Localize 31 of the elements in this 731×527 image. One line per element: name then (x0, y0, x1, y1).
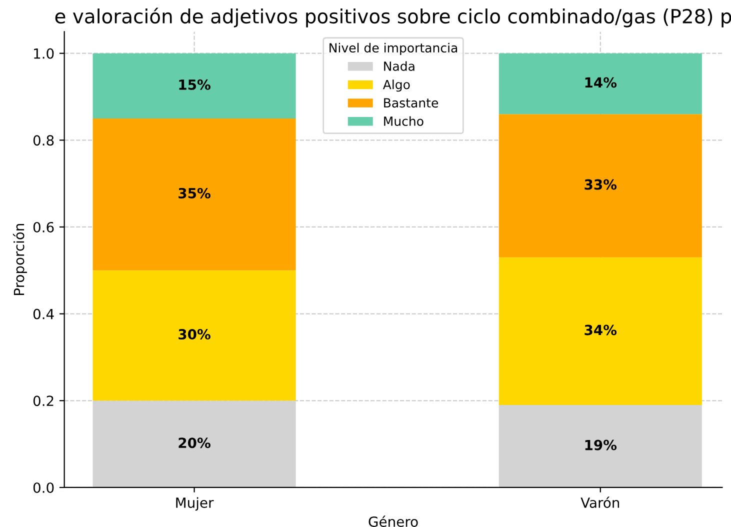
data-label: 35% (178, 188, 210, 198)
bar (92, 118, 296, 270)
x-tick-label: Mujer (176, 497, 214, 511)
x-axis-title: Género (368, 516, 418, 527)
y-tick-label: 0.4 (33, 308, 54, 320)
bar (498, 257, 702, 405)
bar (498, 404, 702, 488)
y-tick-label: 0.6 (33, 222, 54, 232)
legend-label: Mucho (384, 116, 424, 126)
bar (92, 53, 296, 118)
x-tick-label: Varón (580, 496, 620, 508)
data-label: 33% (584, 179, 617, 190)
legend-label: Algo (382, 80, 410, 92)
y-axis-title: Proporción (12, 224, 27, 295)
data-label: 30% (178, 329, 210, 340)
bar (92, 270, 296, 401)
legend-label: Nada (384, 61, 414, 71)
bar (498, 53, 702, 114)
data-label: 14% (585, 77, 617, 88)
y-tick-label: 0.8 (33, 135, 54, 146)
legend-title: Nivel de importancia (330, 42, 458, 55)
legend-label: Bastante (384, 98, 438, 108)
data-label: 34% (584, 324, 617, 336)
bar (498, 114, 702, 258)
chart-title: e valoración de adjetivos positivos sobre ciclo combinado/gas (P28) p (55, 8, 731, 28)
y-tick-label: 1.0 (34, 48, 54, 59)
data-label: 15% (179, 79, 210, 90)
y-tick-label: 0.0 (33, 482, 54, 493)
data-label: 19% (585, 440, 617, 450)
y-tick-label: 0.2 (33, 396, 54, 406)
data-label: 20% (178, 438, 210, 448)
